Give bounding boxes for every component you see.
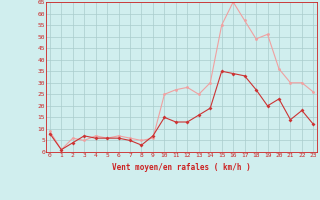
X-axis label: Vent moyen/en rafales ( km/h ): Vent moyen/en rafales ( km/h ) [112, 163, 251, 172]
